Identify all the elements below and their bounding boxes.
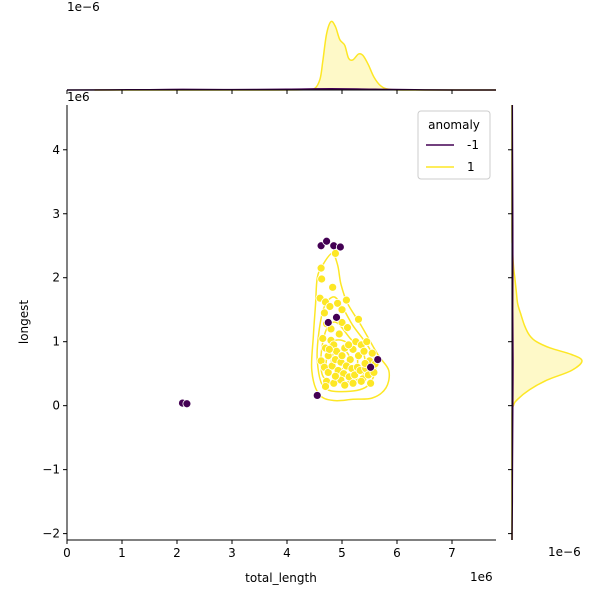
point-pos1-5 [328,282,338,292]
point-neg1-8 [332,312,341,322]
y-tick-label-2: 0 [52,399,60,413]
kde-contour-0 [310,252,391,402]
point-pos1-62 [330,371,340,381]
right-marginal-area-pos1 [511,105,582,540]
x-axis-offset-text: 1e6 [470,570,493,584]
point-pos1-8 [337,305,347,315]
point-pos1-35 [323,367,333,377]
point-pos1-61 [344,340,354,350]
point-neg1-4 [322,236,332,246]
point-pos1-19 [334,329,344,339]
x-tick-label-0: 0 [63,546,71,560]
point-pos1-29 [362,337,372,347]
y-tick-label-1: −1 [42,463,60,477]
point-pos1-0 [316,263,326,273]
point-neg1-6 [335,242,345,252]
point-pos1-1 [317,274,327,284]
y-tick-label-6: 4 [52,143,60,157]
point-pos1-7 [333,298,343,308]
top-marginal-ticks [66,90,453,94]
y-axis-ticks: −2 −1 0 1 2 3 4 [42,143,67,541]
top-marginal-offset-text: 1e−6 [67,0,100,14]
point-pos1-10 [319,308,329,318]
x-axis-ticks: 0 1 2 3 4 5 6 7 [63,540,456,560]
y-tick-label-5: 3 [52,207,60,221]
point-pos1-57 [321,382,330,391]
point-pos1-55 [356,376,366,386]
right-marginal-offset-text: 1e−6 [548,545,581,559]
point-neg1-1 [182,399,192,409]
x-tick-label-6: 6 [393,546,401,560]
top-marginal-curves [66,20,497,91]
y-tick-label-0: −2 [42,527,60,541]
scatter-points [178,236,383,409]
point-pos1-54 [348,378,358,388]
point-neg1-10 [366,362,376,372]
x-tick-label-1: 1 [118,546,126,560]
point-pos1-22 [343,323,352,333]
x-tick-label-3: 3 [228,546,236,560]
y-axis-offset-text: 1e6 [67,90,90,104]
x-tick-label-7: 7 [448,546,456,560]
y-tick-label-3: 1 [52,335,60,349]
x-tick-label-4: 4 [283,546,291,560]
top-marginal-line-pos1 [94,20,497,91]
point-pos1-58 [354,314,363,324]
point-pos1-4 [325,302,335,311]
point-neg1-7 [323,318,333,327]
legend-title: anomaly [428,118,480,132]
right-marginal-plot: 1e−6 [508,104,583,559]
y-tick-label-4: 2 [52,271,60,285]
point-pos1-20 [337,318,347,327]
legend-label-pos1: 1 [467,160,475,174]
right-marginal-curves [511,104,583,541]
point-pos1-59 [337,351,347,361]
point-neg1-9 [373,355,383,365]
point-pos1-23 [345,355,355,365]
point-pos1-56 [366,378,376,388]
point-pos1-28 [359,346,369,356]
point-pos1-60 [324,344,334,354]
point-pos1-53 [340,380,350,390]
legend: anomaly -1 1 [417,110,491,180]
top-marginal-plot: 1e−6 [66,0,497,94]
x-tick-label-2: 2 [173,546,181,560]
point-neg1-2 [312,391,322,400]
x-tick-label-5: 5 [338,546,346,560]
x-axis-label: total_length [245,571,317,585]
point-pos1-31 [367,348,377,358]
point-pos1-9 [341,295,351,305]
legend-label-neg1: -1 [467,138,479,152]
y-axis-label: longest [17,300,31,345]
right-marginal-ticks [508,149,512,535]
point-pos1-13 [318,334,328,343]
top-marginal-area-pos1 [94,21,496,91]
